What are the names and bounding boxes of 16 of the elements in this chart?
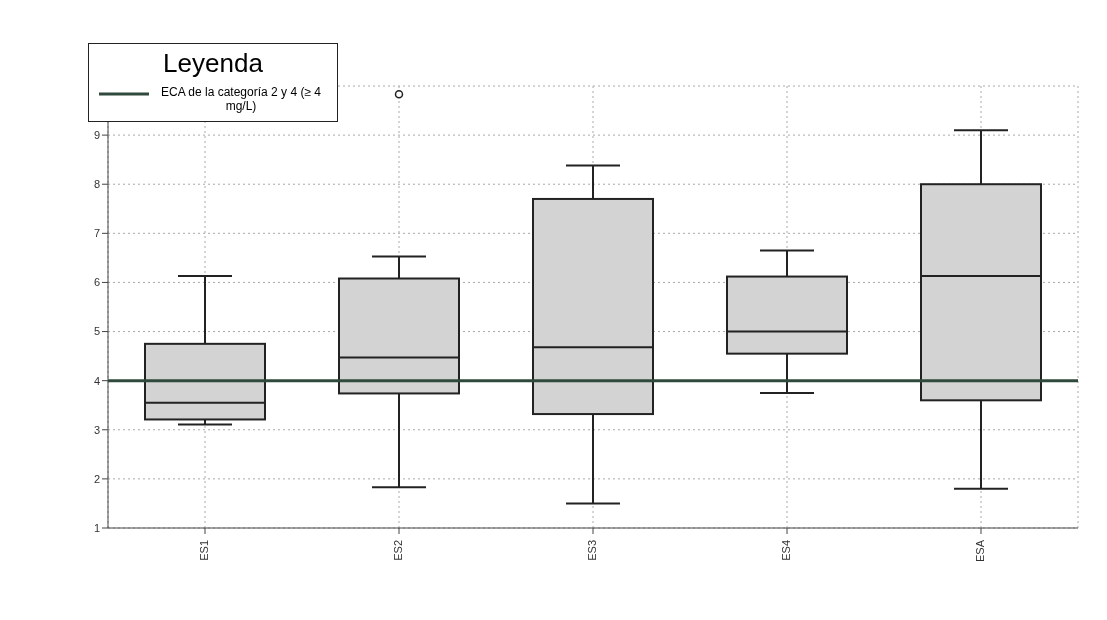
y-tick-label: 1 (93, 521, 100, 534)
y-tick-label: 6 (93, 276, 100, 289)
x-tick-label: ESA (973, 539, 986, 563)
y-tick-label: 5 (93, 325, 100, 338)
x-tick-label: ES3 (585, 540, 598, 561)
y-tick-label: 9 (93, 129, 100, 142)
x-tick-label: ES4 (779, 540, 792, 561)
y-tick-label: 4 (93, 374, 100, 387)
y-tick-label: 7 (93, 227, 100, 240)
y-tick-label: 3 (93, 423, 100, 436)
x-tick-label: ES1 (197, 540, 210, 561)
y-tick-label: 2 (93, 472, 100, 485)
y-tick-label: 8 (93, 178, 100, 191)
legend-title: Leyenda (162, 48, 264, 79)
x-tick-label: ES2 (391, 540, 404, 561)
legend-label: ECA de la categoría 2 y 4 (≥ 4 mg/L) (160, 85, 322, 113)
